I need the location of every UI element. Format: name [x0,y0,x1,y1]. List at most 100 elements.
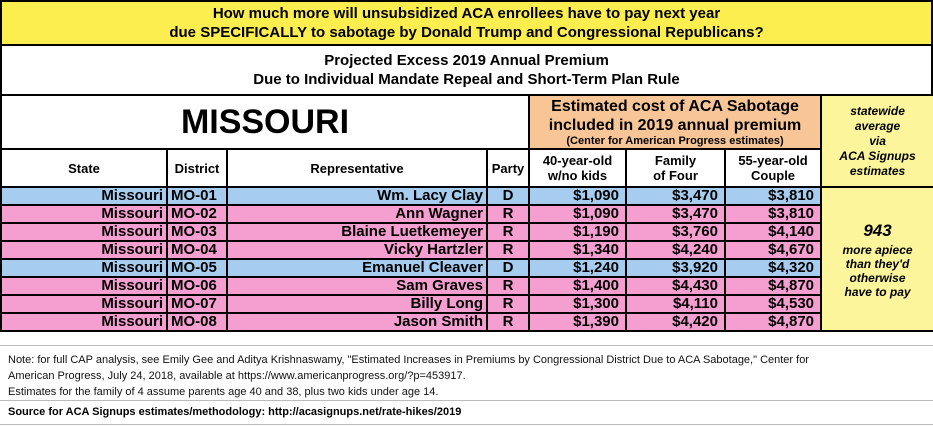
couple-cost-cell: $4,870 [723,276,823,296]
district-cell: MO-01 [166,186,228,206]
col-family-line-1: Family [654,153,697,168]
district-cell: MO-06 [166,276,228,296]
representative-cell: Blaine Luetkemeyer [226,222,488,242]
state-cell: Missouri [0,186,168,206]
table-row: Missouri MO-01 Wm. Lacy Clay D $1,090 $3,470 $… [0,186,933,332]
party-cell: R [486,222,530,242]
representative-cell: Ann Wagner [226,204,488,224]
representative-cell: Vicky Hartzler [226,240,488,260]
subtitle-line-1: Projected Excess 2019 Annual Premium [324,52,609,69]
state-cell: Missouri [0,222,168,242]
table-row: Missouri MO-02 Ann Wagner R $1,090 $3,470 $3,8… [0,204,933,224]
headline-line-1: How much more will unsubsidized ACA enro… [212,5,721,22]
couple-cost-cell: $4,320 [723,258,823,278]
single-cost-cell: $1,090 [528,204,627,224]
single-cost-cell: $1,340 [528,240,627,260]
col-district: District [166,148,228,188]
col-couple-line-2: Couple [750,168,796,183]
family-cost-cell: $4,420 [625,312,726,332]
family-cost-cell: $3,470 [625,204,726,224]
party-cell: D [486,186,530,206]
single-cost-cell: $1,400 [528,276,627,296]
single-cost-cell: $1,390 [528,312,627,332]
single-cost-cell: $1,090 [528,186,627,206]
couple-cost-cell: $4,140 [723,222,823,242]
state-cell: Missouri [0,258,168,278]
table-row: Missouri MO-05 Emanuel Cleaver D $1,240 $3,92… [0,258,933,278]
family-cost-cell: $3,470 [625,186,726,206]
state-cell: Missouri [0,294,168,314]
col-single: 40-year-old w/no kids [528,148,627,188]
col-couple: 55-year-old Couple [723,148,823,188]
couple-cost-cell: $3,810 [723,204,823,224]
table-row: Missouri MO-07 Billy Long R $1,300 $4,110 $4,5… [0,294,933,314]
statewide-average-text: than they'd [845,257,910,271]
col-couple-line-1: 55-year-old [738,153,808,168]
couple-cost-cell: $4,530 [723,294,823,314]
state-cell: Missouri [0,204,168,224]
family-cost-cell: $3,760 [625,222,726,242]
district-cell: MO-04 [166,240,228,260]
headline-line-2: due SPECIFICALLY to sabotage by Donald T… [169,24,764,41]
district-cell: MO-02 [166,204,228,224]
party-cell: R [486,312,530,332]
side-header-line: statewide [850,103,905,118]
representative-cell: Sam Graves [226,276,488,296]
cost-header-line-1: Estimated cost of ACA Sabotage [551,97,799,115]
statewide-average: 943 more apiece than they'd otherwise have t… [820,186,933,332]
spacer-row [0,331,933,345]
state-title: MISSOURI [0,94,530,150]
side-header-line: average [854,118,901,133]
table-row: Missouri MO-08 Jason Smith R $1,390 $4,420 $4,… [0,312,933,332]
state-cell: Missouri [0,276,168,296]
col-single-line-1: 40-year-old [542,153,613,168]
family-cost-cell: $3,920 [625,258,726,278]
statewide-average-text: have to pay [844,285,911,299]
single-cost-cell: $1,240 [528,258,627,278]
headline-banner: How much more will unsubsidized ACA enro… [0,0,933,46]
family-cost-cell: $4,110 [625,294,726,314]
statewide-average-text: more apiece [842,243,913,257]
district-cell: MO-05 [166,258,228,278]
table-row: Missouri MO-03 Blaine Luetkemeyer R $1,190 $3… [0,222,933,242]
state-cell: Missouri [0,240,168,260]
party-cell: D [486,258,530,278]
source-line: Source for ACA Signups estimates/methodo… [0,401,933,425]
cost-header: Estimated cost of ACA Sabotage included … [527,94,823,150]
side-header-line: ACA Signups [839,148,916,163]
party-cell: R [486,204,530,224]
representative-cell: Billy Long [226,294,488,314]
couple-cost-cell: $4,870 [723,312,823,332]
col-state: State [0,148,168,188]
cost-header-line-3: (Center for American Progress estimates) [566,134,784,147]
state-cell: Missouri [0,312,168,332]
family-cost-cell: $4,240 [625,240,726,260]
statewide-average-value: 943 [863,221,892,240]
district-cell: MO-07 [166,294,228,314]
district-cell: MO-08 [166,312,228,332]
col-representative: Representative [226,148,488,188]
single-cost-cell: $1,300 [528,294,627,314]
premium-table: MISSOURI Estimated cost of ACA Sabotage … [0,94,933,332]
party-cell: R [486,294,530,314]
representative-cell: Wm. Lacy Clay [226,186,488,206]
couple-cost-cell: $4,670 [723,240,823,260]
footnote: Note: for full CAP analysis, see Emily G… [0,345,933,401]
table-row: Missouri MO-06 Sam Graves R $1,400 $4,430 $4,8… [0,276,933,296]
side-header-line: via [869,133,886,148]
subtitle-line-2: Due to Individual Mandate Repeal and Sho… [253,71,680,88]
col-single-line-2: w/no kids [547,168,608,183]
footnote-line-3: Estimates for the family of 4 assume par… [8,386,439,398]
family-cost-cell: $4,430 [625,276,726,296]
col-family: Family of Four [625,148,726,188]
party-cell: R [486,276,530,296]
single-cost-cell: $1,190 [528,222,627,242]
col-family-line-2: of Four [653,168,698,183]
subtitle-box: Projected Excess 2019 Annual Premium Due… [0,44,933,96]
table-row: Missouri MO-04 Vicky Hartzler R $1,340 $4,240… [0,240,933,260]
footnote-line-2: American Progress, July 24, 2018, availa… [8,370,466,382]
col-party: Party [486,148,530,188]
cost-header-line-2: included in 2019 annual premium [548,116,802,134]
party-cell: R [486,240,530,260]
footnote-line-1: Note: for full CAP analysis, see Emily G… [8,354,809,366]
